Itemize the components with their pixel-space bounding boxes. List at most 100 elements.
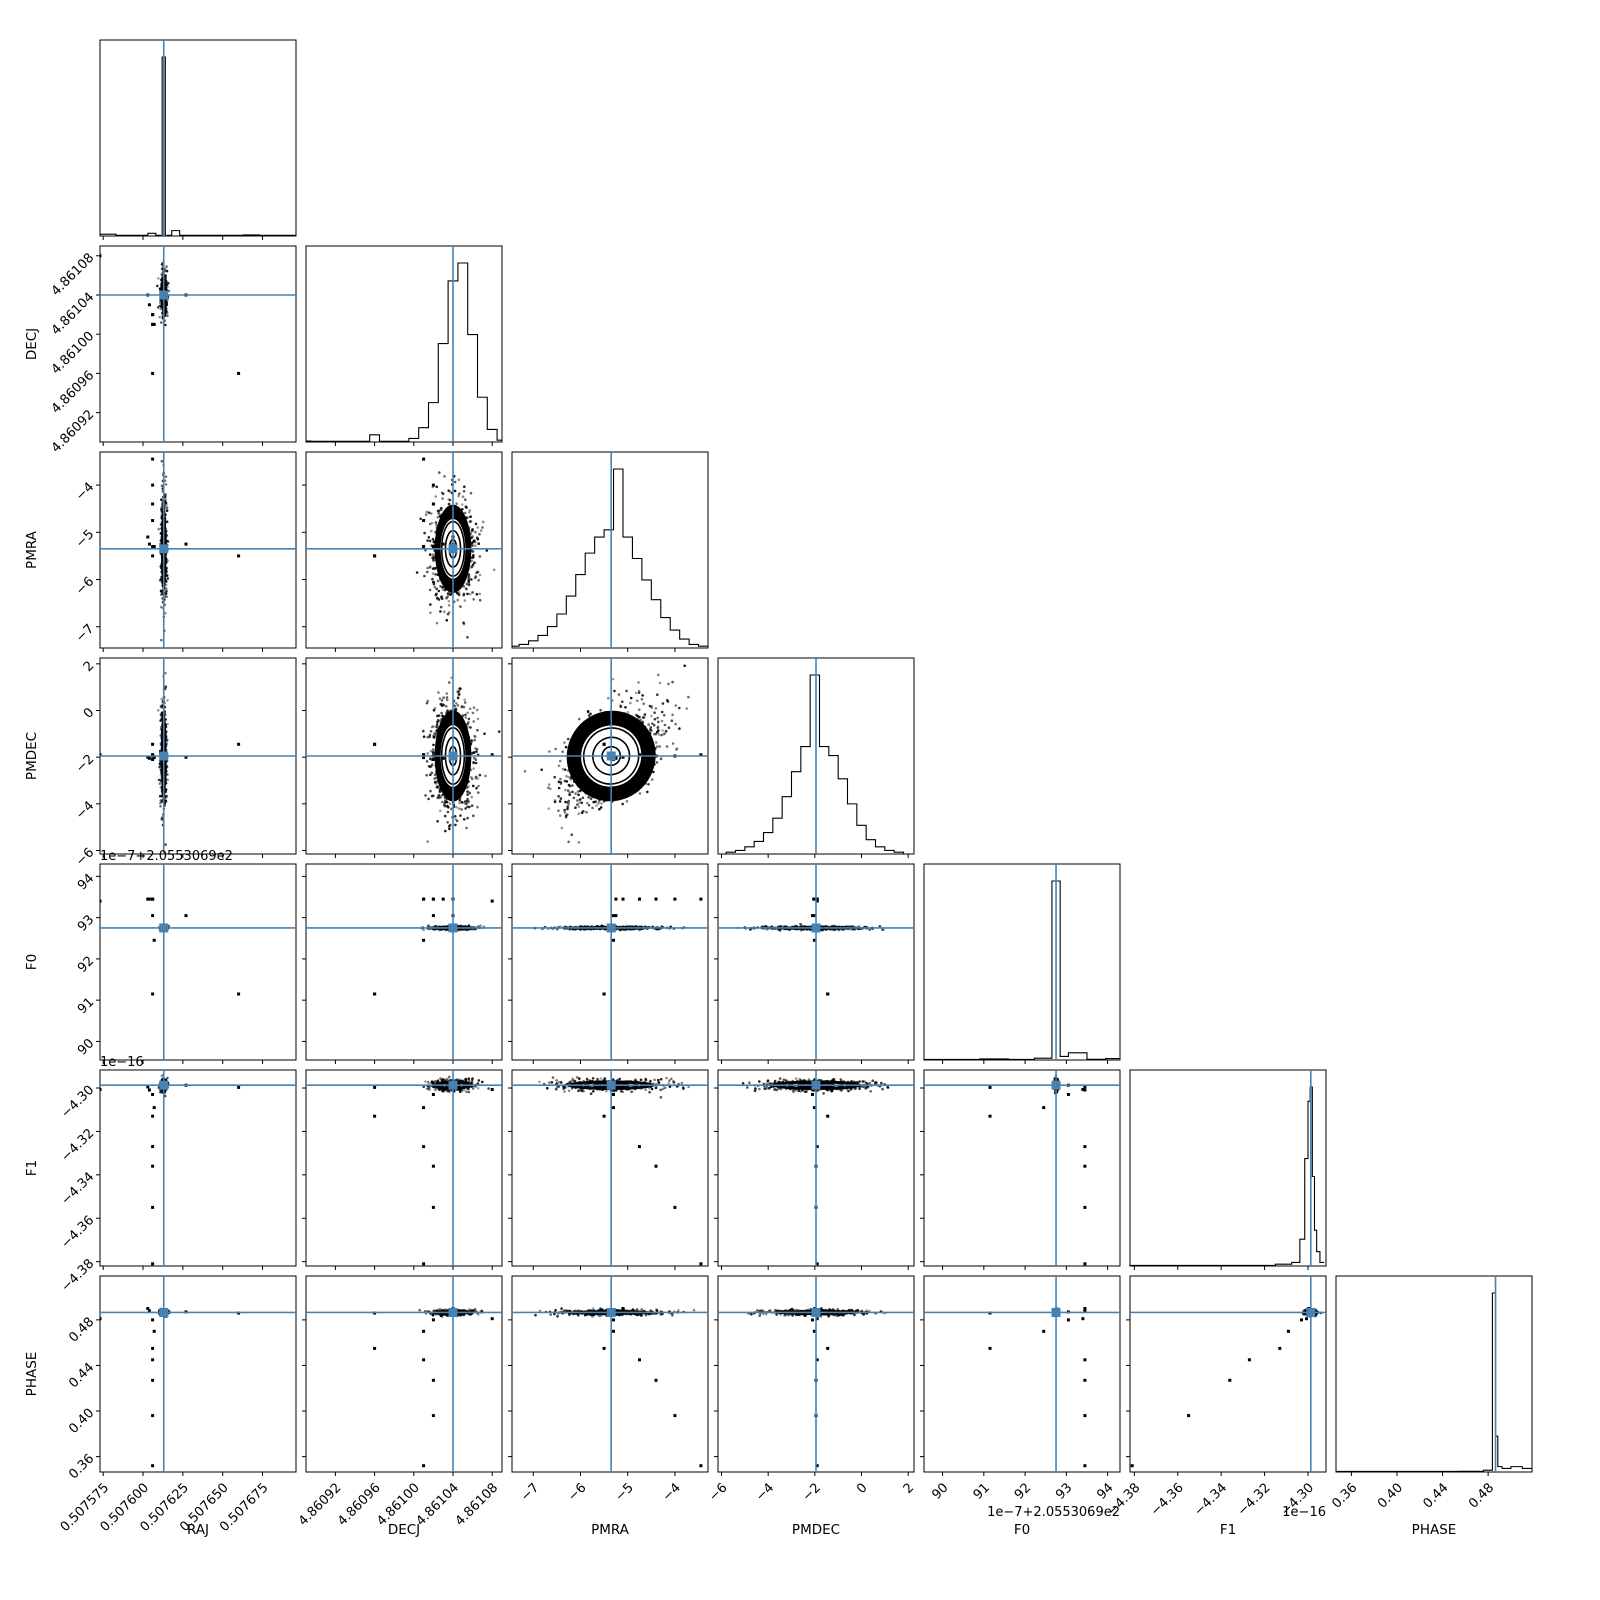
scatter-point <box>577 805 581 808</box>
scatter-point <box>567 799 571 803</box>
scatter-point <box>467 924 471 928</box>
contour-level-1 <box>582 727 640 785</box>
scatter-point <box>432 751 435 755</box>
scatter-point <box>671 680 674 684</box>
scatter-point <box>157 277 160 280</box>
scatter-point <box>448 681 451 684</box>
scatter-point <box>474 775 478 779</box>
diag-panel-raj <box>99 39 297 237</box>
scatter-point <box>674 704 678 707</box>
scatter-point <box>659 757 663 761</box>
scatter-point <box>478 773 482 777</box>
scatter-point <box>643 713 647 716</box>
scatter-point <box>675 747 679 750</box>
outlier-point <box>237 554 241 558</box>
scatter-point <box>456 598 460 602</box>
truth-marker <box>159 290 169 300</box>
scatter-point <box>429 566 432 569</box>
scatter-point <box>652 723 656 727</box>
scatter-point <box>435 592 438 596</box>
outlier-point <box>422 753 426 757</box>
scatter-point <box>665 745 669 748</box>
outlier-point <box>431 545 435 548</box>
scatter-point <box>466 790 469 793</box>
scatter-point <box>444 829 447 833</box>
scatter-point <box>432 743 435 747</box>
scatter-point <box>473 738 476 742</box>
scatter-point <box>599 806 603 809</box>
scatter-point <box>563 811 567 814</box>
outlier-point <box>152 322 156 326</box>
scatter-point <box>422 735 426 738</box>
scatter-point <box>430 512 433 515</box>
scatter-point <box>663 713 666 717</box>
outlier-point <box>881 753 884 756</box>
scatter-point <box>577 812 580 815</box>
scatter-point <box>427 797 430 801</box>
scatter-point <box>471 535 474 538</box>
scatter-point <box>165 765 169 769</box>
scatter-point <box>426 840 429 843</box>
scatter-point <box>165 590 168 593</box>
scatter-point <box>474 758 478 761</box>
outlier-point <box>422 756 426 760</box>
scatter-point <box>465 805 469 808</box>
scatter-point <box>427 511 431 514</box>
scatter-point <box>463 701 467 704</box>
scatter-point <box>422 729 425 733</box>
scatter-point <box>165 574 169 577</box>
scatter-point <box>433 780 437 784</box>
scatter-point <box>638 792 642 795</box>
scatter-point <box>464 802 468 805</box>
scatter-point <box>429 749 433 753</box>
scatter-point <box>429 789 432 793</box>
scatter-point <box>157 778 161 782</box>
scatter-point <box>459 687 462 690</box>
scatter-point <box>433 736 436 739</box>
scatter-point <box>465 506 468 509</box>
outlier-point <box>431 483 435 487</box>
outlier-point <box>151 758 155 761</box>
scatter-point <box>468 592 472 596</box>
scatter-point <box>164 611 167 615</box>
scatter-point <box>164 323 167 327</box>
scatter-point <box>158 315 161 319</box>
scatter-point <box>160 590 163 594</box>
scatter-point <box>431 537 435 541</box>
panel-raj-vs-decj <box>99 245 297 443</box>
scatter-point <box>435 523 438 527</box>
scatter-point <box>435 485 439 489</box>
scatter-point <box>422 928 426 932</box>
scatter-point <box>430 771 434 775</box>
scatter-point <box>467 574 471 577</box>
scatter-point <box>660 733 663 737</box>
scatter-point <box>423 574 426 578</box>
scatter-point <box>464 713 467 717</box>
diag-panel-pmdec <box>717 657 915 855</box>
scatter-point <box>443 610 446 614</box>
scatter-point <box>467 800 471 803</box>
scatter-point <box>656 726 659 729</box>
panel-frame <box>923 863 1121 1061</box>
scatter-point <box>160 459 164 463</box>
scatter-point <box>483 732 486 735</box>
scatter-point <box>474 761 478 765</box>
scatter-point <box>156 284 159 288</box>
scatter-point <box>445 619 449 622</box>
scatter-point <box>587 803 591 807</box>
scatter-point <box>156 306 160 309</box>
outlier-point <box>152 545 156 548</box>
scatter-point <box>446 821 449 824</box>
scatter-point <box>474 530 477 534</box>
scatter-point <box>428 553 432 556</box>
scatter-point <box>431 553 435 556</box>
diag-panel-phase <box>1335 1275 1533 1473</box>
scatter-point <box>158 763 162 767</box>
scatter-point <box>564 788 567 792</box>
scatter-point <box>165 739 169 742</box>
panel-frame <box>1129 1069 1327 1267</box>
scatter-point <box>453 815 457 818</box>
scatter-point <box>456 696 460 700</box>
scatter-point <box>440 508 443 512</box>
